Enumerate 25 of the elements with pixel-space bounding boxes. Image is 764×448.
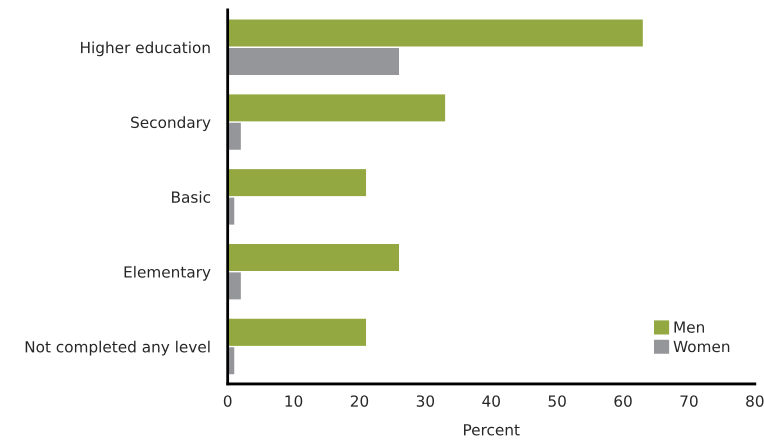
x-axis-title: Percent — [464, 424, 520, 436]
bar — [228, 272, 241, 300]
bar — [228, 122, 241, 150]
bar — [228, 94, 446, 122]
y-tick-label: Not completed any level — [26, 340, 210, 356]
bar — [228, 169, 366, 196]
bar — [228, 48, 399, 75]
x-tick-label: 80 — [746, 395, 764, 407]
x-tick-label: 50 — [548, 395, 566, 407]
x-tick-label: 40 — [482, 395, 500, 407]
bar — [228, 20, 643, 47]
x-tick-label: 30 — [416, 395, 434, 407]
x-tick-label: 70 — [680, 395, 698, 407]
x-tick-label: 10 — [286, 395, 302, 407]
y-tick-label: Higher education — [81, 41, 210, 56]
x-tick-label: 60 — [614, 395, 632, 407]
legend-label: Men — [674, 322, 704, 333]
y-tick-label: Elementary — [124, 266, 211, 281]
bar — [228, 318, 366, 346]
x-tick-label: 20 — [350, 395, 368, 407]
bar — [228, 244, 399, 271]
y-tick-label: Basic — [172, 191, 210, 203]
x-tick-label: 0 — [224, 395, 232, 407]
y-tick-label: Secondary — [131, 116, 211, 132]
legend-label: Women — [674, 340, 730, 352]
